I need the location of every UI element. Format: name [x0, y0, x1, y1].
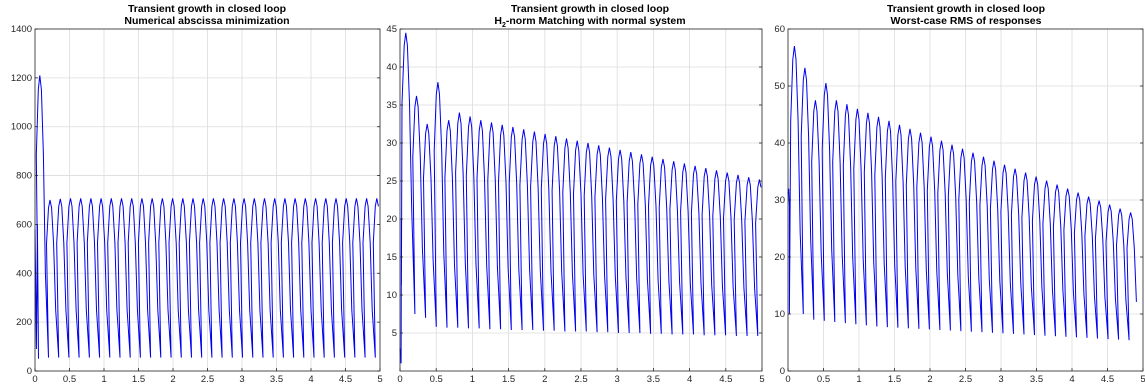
- chart-3-xtick-label-1: 0.5: [817, 374, 830, 385]
- chart-panel-2: Transient growth in closed loop H2-norm …: [386, 3, 764, 385]
- chart-1-xtick-label-9: 4.5: [339, 374, 352, 385]
- chart-2-title: Transient growth in closed loop: [511, 3, 669, 15]
- chart-1-xtick-label-0: 0: [32, 374, 37, 385]
- chart-3-subtitle: Worst-case RMS of responses: [891, 15, 1042, 27]
- chart-1-ytick-label-5: 1000: [11, 122, 32, 133]
- chart-3-ytick-label-2: 20: [774, 252, 785, 263]
- chart-2-ytick-label-2: 15: [386, 252, 397, 263]
- chart-2-xtick-label-2: 1: [470, 374, 475, 385]
- chart-2-ytick-label-5: 30: [386, 138, 397, 149]
- chart-2-ytick-label-4: 25: [386, 176, 397, 187]
- chart-3-ytick-label-0: 0: [780, 366, 785, 377]
- chart-2-ytick-label-6: 35: [386, 100, 397, 111]
- chart-1-ytick-label-4: 800: [16, 171, 32, 182]
- chart-panel-3: Transient growth in closed loop Worst-ca…: [774, 3, 1145, 385]
- chart-2-xtick-label-1: 0.5: [430, 374, 443, 385]
- chart-1-ytick-label-3: 600: [16, 219, 32, 230]
- chart-2-xtick-label-4: 2: [542, 374, 547, 385]
- chart-3-xtick-label-4: 2: [927, 374, 932, 385]
- chart-3-xtick-label-2: 1: [856, 374, 861, 385]
- chart-1-xtick-label-6: 3: [239, 374, 244, 385]
- chart-1-plot-area: 0 0.5 1 1.5 2 2.5 3 3.5 4 4.5 5 0 200 400 600 800 1000 12…: [11, 24, 383, 385]
- chart-1-xtick-label-3: 1.5: [132, 374, 145, 385]
- chart-panel-1: Transient growth in closed loop Numerica…: [11, 3, 383, 385]
- chart-1-ytick-label-1: 200: [16, 317, 32, 328]
- chart-2-subtitle-subscript: 2: [502, 22, 506, 29]
- chart-3-ytick-label-6: 60: [774, 24, 785, 35]
- chart-2-ytick-label-0: 5: [392, 328, 397, 339]
- chart-2-plot-area: 0 0.5 1 1.5 2 2.5 3 3.5 4 4.5 5 5 10 15 20 25 30 35 40 45: [386, 24, 764, 385]
- chart-1-xtick-label-7: 3.5: [270, 374, 283, 385]
- chart-1-ytick-label-6: 1200: [11, 73, 32, 84]
- chart-1-ytick-label-2: 400: [16, 268, 32, 279]
- chart-3-xtick-label-0: 0: [785, 374, 790, 385]
- chart-3-ytick-label-1: 10: [774, 309, 785, 320]
- chart-3-ytick-label-4: 40: [774, 138, 785, 149]
- chart-2-ytick-label-3: 20: [386, 214, 397, 225]
- chart-3-ytick-label-5: 50: [774, 81, 785, 92]
- chart-1-xtick-label-10: 5: [377, 374, 382, 385]
- chart-3-title: Transient growth in closed loop: [887, 3, 1045, 15]
- chart-2-xtick-label-3: 1.5: [502, 374, 515, 385]
- chart-3-series-line: [787, 46, 1137, 341]
- chart-1-xtick-label-4: 2: [170, 374, 175, 385]
- chart-2-ytick-label-8: 45: [386, 24, 397, 35]
- chart-2-xtick-label-6: 3: [615, 374, 620, 385]
- chart-3-xtick-label-3: 1.5: [888, 374, 901, 385]
- chart-2-xtick-label-5: 2.5: [574, 374, 587, 385]
- chart-3-xtick-label-6: 3: [998, 374, 1003, 385]
- chart-3-xtick-label-5: 2.5: [959, 374, 972, 385]
- chart-2-ytick-label-1: 10: [386, 290, 397, 301]
- chart-3-xtick-label-9: 4.5: [1101, 374, 1114, 385]
- chart-1-title: Transient growth in closed loop: [128, 3, 286, 15]
- chart-1-subtitle: Numerical abscissa minimization: [124, 15, 289, 27]
- chart-2-subtitle: H2-norm Matching with normal system: [494, 15, 685, 29]
- chart-2-xtick-label-7: 3.5: [647, 374, 660, 385]
- chart-1-series-line: [34, 75, 379, 359]
- chart-1-xtick-label-5: 2.5: [201, 374, 214, 385]
- chart-1-xtick-label-2: 1: [101, 374, 106, 385]
- chart-2-series-line: [399, 32, 762, 364]
- chart-3-xtick-label-7: 3.5: [1030, 374, 1043, 385]
- chart-1-ytick-label-0: 0: [27, 366, 32, 377]
- chart-2-xtick-label-8: 4: [687, 374, 692, 385]
- chart-2-ytick-label-7: 40: [386, 62, 397, 73]
- chart-2-subtitle-h: H: [494, 15, 502, 27]
- chart-1-xtick-label-1: 0.5: [63, 374, 76, 385]
- chart-3-xtick-label-8: 4: [1069, 374, 1074, 385]
- chart-3-ytick-label-3: 30: [774, 195, 785, 206]
- chart-1-ytick-label-7: 1400: [11, 24, 32, 35]
- chart-2-xtick-label-0: 0: [397, 374, 402, 385]
- chart-2-subtitle-rest: -norm Matching with normal system: [506, 15, 686, 27]
- chart-3-xtick-label-10: 5: [1140, 374, 1145, 385]
- chart-2-xtick-label-9: 4.5: [719, 374, 732, 385]
- chart-1-xtick-label-8: 4: [308, 374, 313, 385]
- chart-2-xtick-label-10: 5: [759, 374, 764, 385]
